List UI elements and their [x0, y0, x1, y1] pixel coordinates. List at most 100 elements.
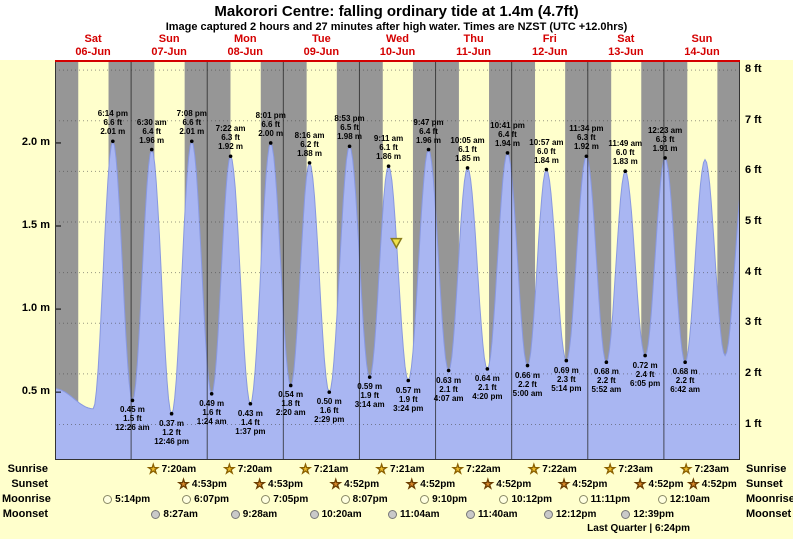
moonrise-icon [578, 494, 588, 504]
sunrise-entry: ★ 7:22am [528, 462, 577, 476]
moonrise-row-label: Moonrise [2, 493, 51, 505]
sunset-entry: ★ 4:52pm [558, 477, 607, 491]
event-time: 9:28am [242, 508, 278, 520]
right-axis-label: 1 ft [745, 417, 762, 430]
tide-extreme-dot [367, 375, 372, 379]
sunset-star-icon: ★ [482, 477, 494, 491]
page-title: Makorori Centre: falling ordinary tide a… [214, 3, 579, 20]
sunset-entry: ★ 4:52pm [688, 477, 737, 491]
sunrise-star-icon: ★ [680, 462, 692, 476]
moonrise-icon [420, 494, 430, 504]
sunrise-entry: ★ 7:21am [300, 462, 349, 476]
tide-extreme-dot [485, 367, 490, 371]
event-time: 7:20am [237, 463, 273, 475]
moonset-row-label: Moonset [2, 508, 48, 520]
moonrise-entry: 7:05pm [261, 492, 308, 506]
left-axis-label: 1.0 m [21, 302, 50, 315]
right-axis-label: 2 ft [745, 366, 762, 379]
event-time: 7:22am [542, 463, 577, 475]
moonrise-entry: 8:07pm [340, 492, 388, 506]
sunrise-entry: ★ 7:23am [680, 462, 730, 476]
sunset-row-label: Sunset [11, 478, 48, 490]
event-time: 7:05pm [273, 493, 309, 505]
left-axis-label: 2.0 m [21, 135, 50, 148]
event-time: 5:14pm [115, 493, 151, 505]
moonrise-entry: 6:07pm [182, 492, 229, 506]
event-time: 4:52pm [496, 478, 532, 490]
tide-extreme-dot [604, 360, 609, 365]
moonrise-icon [499, 494, 509, 504]
moonset-row-label: Moonset [746, 508, 792, 520]
sunset-entry: ★ 4:52pm [406, 477, 455, 491]
sunrise-star-icon: ★ [147, 462, 159, 476]
sunset-entry: ★ 4:53pm [178, 477, 227, 491]
tide-extreme-dot [130, 398, 135, 403]
moonrise-icon [261, 494, 271, 504]
moonset-icon [230, 509, 240, 519]
sunset-star-icon: ★ [634, 477, 646, 491]
moonrise-icon [182, 494, 192, 504]
tide-extreme-dot [111, 139, 115, 144]
moonrise-entry: 10:12pm [499, 492, 552, 506]
event-time: 7:23am [694, 463, 730, 475]
moonrise-entry: 9:10pm [420, 492, 467, 506]
day-label: Tue 09-Jun [303, 33, 340, 58]
event-time: 4:52pm [701, 478, 737, 490]
sunrise-entry: ★ 7:20am [147, 462, 197, 476]
tide-extreme-dot [525, 363, 530, 368]
tide-extreme-dot [426, 147, 431, 152]
day-label: Mon 08-Jun [227, 33, 263, 58]
event-time: 7:21am [390, 463, 425, 475]
event-time: 11:40am [478, 508, 518, 520]
sunset-entry: ★ 4:52pm [330, 477, 379, 491]
sunrise-star-icon: ★ [528, 462, 540, 476]
day-label: Sat 06-Jun [75, 33, 111, 58]
tide-extreme-dot [663, 156, 667, 160]
moonset-entry: 8:27am [151, 507, 198, 521]
moonset-entry: 11:04am [388, 507, 440, 521]
day-label: Sat 13-Jun [608, 33, 644, 58]
right-axis-label: 7 ft [745, 113, 762, 126]
sunrise-star-icon: ★ [452, 462, 464, 476]
event-time: 4:52pm [420, 478, 456, 490]
tide-extreme-dot [544, 167, 549, 172]
tide-extreme-dot [268, 141, 273, 145]
sunset-star-icon: ★ [178, 477, 190, 491]
sunrise-entry: ★ 7:20am [224, 462, 273, 476]
sunset-star-icon: ★ [406, 477, 418, 491]
day-label: Thu 11-Jun [456, 33, 492, 58]
moonrise-icon [103, 494, 113, 504]
tide-extreme-dot [307, 161, 312, 165]
moonset-entry: 12:12pm [543, 507, 596, 521]
tide-extreme-dot [209, 391, 214, 396]
day-label: Wed 10-Jun [379, 33, 416, 58]
tide-area [55, 139, 740, 460]
event-time: 7:20am [161, 463, 197, 475]
sunset-row-label: Sunset [746, 478, 783, 490]
tide-extreme-dot [169, 411, 174, 416]
night-band [55, 60, 79, 460]
day-label: Sun 07-Jun [151, 33, 187, 58]
sunrise-star-icon: ★ [604, 462, 616, 476]
event-time: 4:53pm [191, 478, 227, 490]
sunrise-star-icon: ★ [376, 462, 388, 476]
moonset-icon [543, 509, 553, 519]
right-axis-label: 8 ft [745, 63, 762, 76]
moonset-icon [309, 509, 319, 519]
tide-extreme-dot [386, 164, 391, 169]
tide-extreme-dot [505, 151, 510, 155]
moonrise-entry: 12:10am [657, 492, 710, 506]
sunset-star-icon: ★ [330, 477, 342, 491]
right-axis-label: 4 ft [745, 265, 762, 278]
event-time: 7:22am [466, 463, 501, 475]
event-time: 8:27am [163, 508, 198, 520]
moonset-icon [621, 509, 631, 519]
left-axis-label: 1.5 m [21, 219, 50, 231]
tide-extreme-dot [446, 368, 451, 373]
moonrise-icon [340, 494, 350, 504]
event-time: 10:20am [321, 508, 362, 520]
tide-extreme-dot [643, 353, 647, 358]
event-time: 8:07pm [352, 493, 388, 505]
header: Makorori Centre: falling ordinary tide a… [0, 0, 793, 60]
event-time: 7:21am [313, 463, 349, 475]
